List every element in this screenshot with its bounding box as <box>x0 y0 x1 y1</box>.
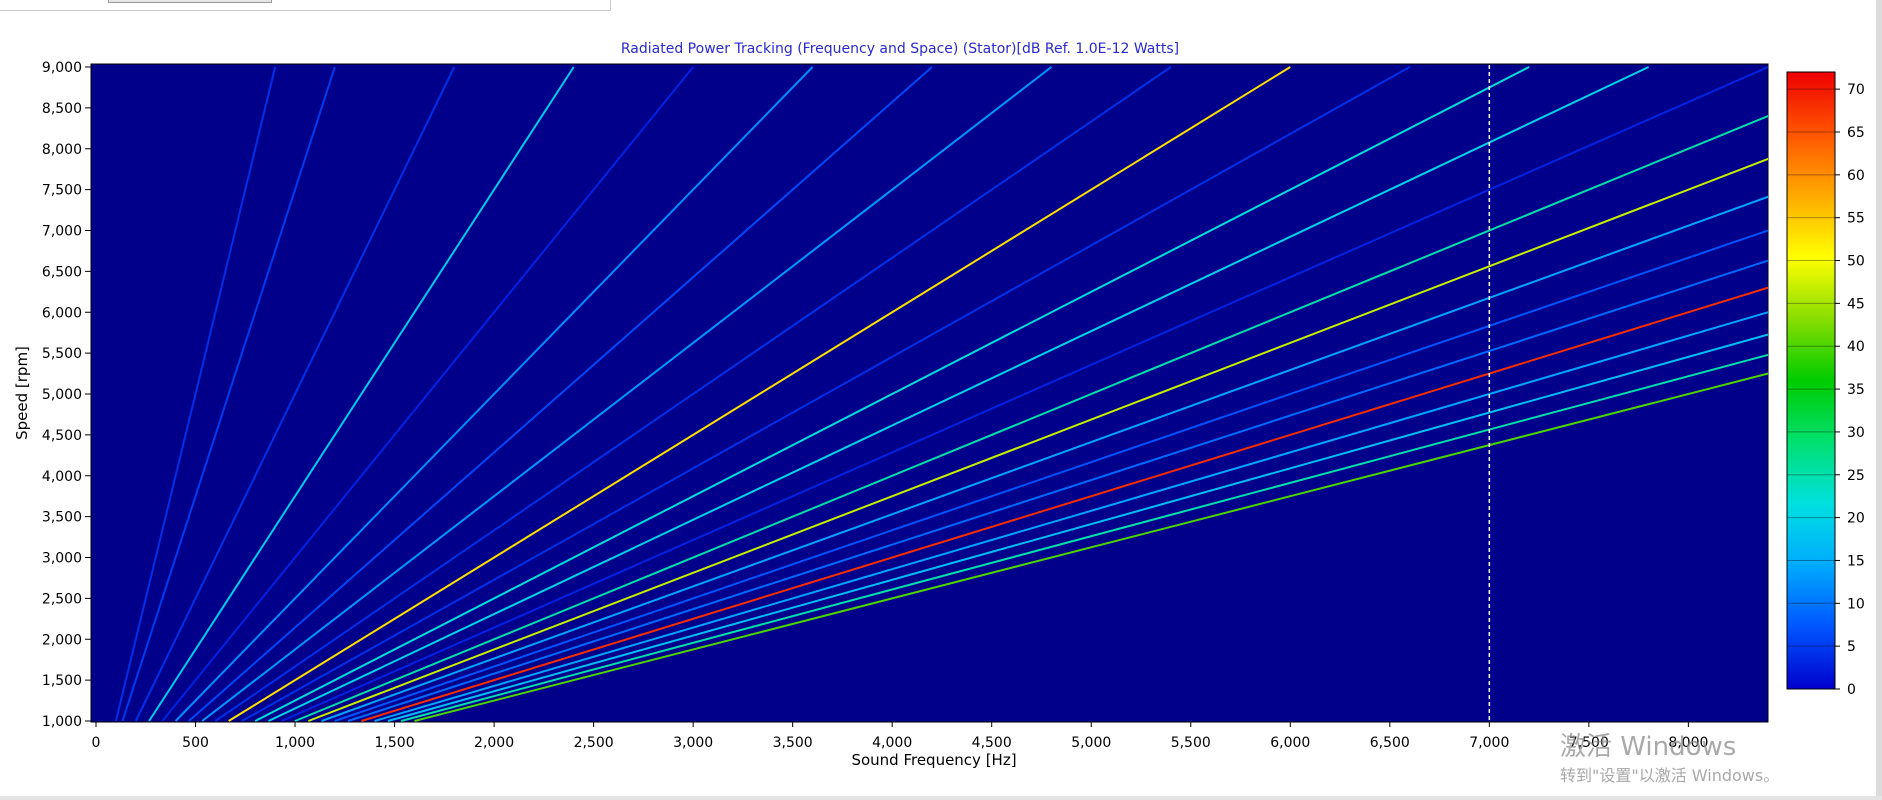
y-tick-label: 2,500 <box>42 591 82 607</box>
colorbar <box>1786 71 1836 690</box>
order-line-68 <box>321 195 1768 722</box>
y-tick-label: 7,000 <box>42 224 82 240</box>
order-line-48 <box>254 66 1530 722</box>
x-tick-label: 2,500 <box>574 735 614 751</box>
x-tick-label: 6,500 <box>1370 735 1410 751</box>
y-tick-label: 7,500 <box>42 183 82 199</box>
chart-title: Radiated Power Tracking (Frequency and S… <box>621 41 1179 57</box>
order-lines <box>114 66 1768 722</box>
x-axis: 0 500 1,000 1,500 2,000 2,500 3,000 3,500 4,000 4… <box>92 722 1708 751</box>
colorbar-ticks: 0 5 10 15 20 25 30 35 40 45 50 55 60 65 70 <box>1787 82 1865 698</box>
x-tick-label: 3,000 <box>673 735 713 751</box>
x-tick-label: 8,000 <box>1668 735 1708 751</box>
x-tick-label: 5,000 <box>1071 735 1111 751</box>
order-line-76 <box>347 259 1768 722</box>
order-line-32 <box>201 66 1053 722</box>
x-tick-label: 7,500 <box>1569 735 1609 751</box>
window-right-edge <box>1876 0 1882 800</box>
plot-background <box>90 63 1769 723</box>
y-tick-label: 6,000 <box>42 305 82 321</box>
order-line-24 <box>174 66 814 722</box>
order-line-44 <box>241 66 1411 722</box>
order-line-28 <box>188 66 933 722</box>
toolbar-tab[interactable] <box>108 0 272 3</box>
colorbar-tick-label: 45 <box>1847 296 1865 312</box>
colorbar-tick-label: 50 <box>1847 254 1865 270</box>
order-line-16 <box>148 66 575 722</box>
y-tick-label: 3,500 <box>42 510 82 526</box>
x-tick-label: 1,500 <box>375 735 415 751</box>
x-tick-label: 0 <box>92 735 101 751</box>
y-tick-label: 4,000 <box>42 469 82 485</box>
colorbar-tick-label: 15 <box>1847 553 1865 569</box>
order-line-8 <box>121 66 336 722</box>
order-line-20 <box>161 66 694 722</box>
y-tick-label: 9,000 <box>42 60 82 76</box>
x-tick-label: 4,500 <box>972 735 1012 751</box>
x-tick-label: 500 <box>182 735 209 751</box>
x-tick-label: 1,000 <box>275 735 315 751</box>
x-tick-label: 4,000 <box>872 735 912 751</box>
order-line-36 <box>214 66 1172 722</box>
order-line-72 <box>334 229 1768 722</box>
y-axis-label: Speed [rpm] <box>13 346 31 440</box>
colorbar-tick-label: 25 <box>1847 468 1865 484</box>
colorbar-tick-label: 0 <box>1847 682 1856 698</box>
colorbar-tick-label: 55 <box>1847 211 1865 227</box>
colorbar-tick-label: 40 <box>1847 339 1865 355</box>
y-tick-label: 1,000 <box>42 714 82 730</box>
y-tick-label: 3,000 <box>42 551 82 567</box>
y-tick-label: 2,000 <box>42 632 82 648</box>
colorbar-tick-label: 30 <box>1847 425 1865 441</box>
y-tick-label: 4,500 <box>42 428 82 444</box>
window-bottom-edge <box>0 796 1882 800</box>
colorbar-tick-label: 70 <box>1847 82 1865 98</box>
colorbar-tick-label: 10 <box>1847 596 1865 612</box>
watermark-line-2: 转到"设置"以激活 Windows。 <box>1560 766 1780 785</box>
x-tick-label: 3,500 <box>773 735 813 751</box>
order-line-64 <box>307 157 1768 722</box>
x-tick-label: 2,000 <box>474 735 514 751</box>
order-line-80 <box>361 286 1768 722</box>
y-axis: 1,000 1,500 2,000 2,500 3,000 3,500 4,000 4,500… <box>42 60 91 730</box>
toolbar-strip <box>0 0 611 11</box>
order-line-88 <box>387 333 1768 722</box>
order-line-12 <box>134 66 456 722</box>
order-line-96 <box>414 372 1768 722</box>
order-line-40 <box>228 66 1291 722</box>
order-line-60 <box>294 114 1768 722</box>
order-line-92 <box>400 353 1768 722</box>
y-tick-label: 5,500 <box>42 346 82 362</box>
order-line-52 <box>268 66 1649 722</box>
colorbar-tick-label: 35 <box>1847 382 1865 398</box>
x-tick-label: 7,000 <box>1469 735 1509 751</box>
colorbar-tick-label: 65 <box>1847 125 1865 141</box>
y-tick-label: 8,000 <box>42 142 82 158</box>
colorbar-tick-label: 60 <box>1847 168 1865 184</box>
y-tick-label: 1,500 <box>42 673 82 689</box>
colorbar-tick-label: 5 <box>1847 639 1856 655</box>
colorbar-tick-label: 20 <box>1847 511 1865 527</box>
order-line-6 <box>114 66 277 722</box>
y-tick-label: 6,500 <box>42 264 82 280</box>
x-axis-label: Sound Frequency [Hz] <box>851 751 1016 769</box>
y-tick-label: 5,000 <box>42 387 82 403</box>
y-tick-label: 8,500 <box>42 101 82 117</box>
x-tick-label: 6,000 <box>1270 735 1310 751</box>
watermark-line-1: 激活 Windows <box>1560 732 1737 762</box>
order-line-56 <box>281 66 1768 722</box>
activation-watermark: 激活 Windows 转到"设置"以激活 Windows。 <box>1560 732 1779 786</box>
x-tick-label: 5,500 <box>1171 735 1211 751</box>
